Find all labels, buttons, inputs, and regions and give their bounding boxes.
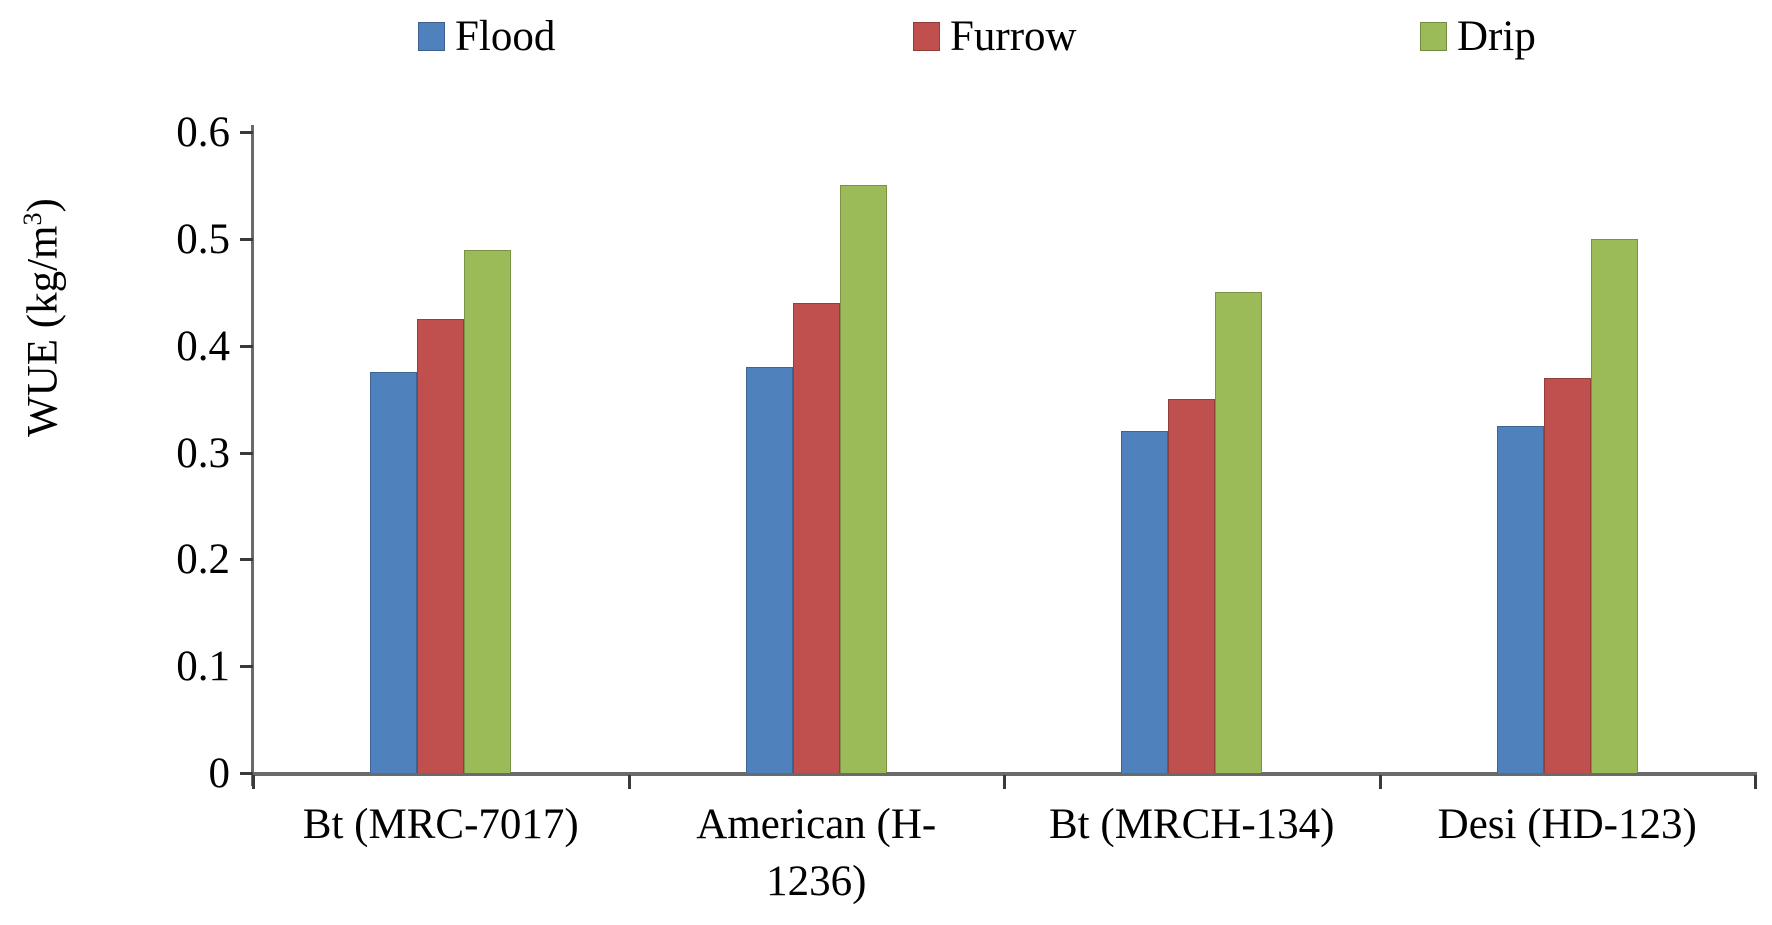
y-axis-tick-label: 0.3 xyxy=(176,429,230,477)
x-axis-tick xyxy=(252,775,255,789)
legend-swatch-icon xyxy=(418,21,445,51)
bar-furrow-2 xyxy=(792,302,840,773)
x-axis-tick xyxy=(1378,775,1382,789)
bar-flood-1 xyxy=(370,372,418,773)
category-label: Desi (HD-123) xyxy=(1437,801,1697,848)
bar-flood-2 xyxy=(745,367,793,773)
x-axis-line xyxy=(251,772,1757,776)
bar-furrow-4 xyxy=(1543,377,1591,773)
bar-drip-2 xyxy=(839,185,887,773)
bar-flood-4 xyxy=(1496,425,1544,773)
y-axis-tick xyxy=(240,237,253,241)
x-axis-tick xyxy=(627,775,631,789)
y-axis-tick xyxy=(240,772,253,775)
x-axis-tick xyxy=(1003,775,1006,789)
y-axis-line xyxy=(251,125,254,786)
y-axis-tick-label: 0.5 xyxy=(176,215,230,263)
y-axis-tick-label: 0.6 xyxy=(176,109,230,156)
y-axis-tick xyxy=(240,665,253,669)
bar-drip-4 xyxy=(1590,238,1638,773)
y-axis-title: WUE (kg/m3) xyxy=(18,198,67,437)
legend-swatch-icon xyxy=(1420,21,1447,51)
y-axis-tick-label: 0 xyxy=(208,750,231,797)
bar-drip-3 xyxy=(1215,292,1263,773)
legend-item-drip: Drip xyxy=(1420,14,1536,58)
category-label: Bt (MRCH-134) xyxy=(1049,801,1335,848)
category-label: Bt (MRC-7017) xyxy=(302,801,579,848)
legend-label: Flood xyxy=(455,12,556,60)
y-axis-tick-label: 0.1 xyxy=(176,643,230,691)
y-axis-tick xyxy=(240,558,253,562)
y-axis-tick xyxy=(240,451,253,455)
bar-furrow-1 xyxy=(417,318,465,773)
y-axis-tick xyxy=(240,344,253,348)
x-axis-tick xyxy=(1754,775,1757,789)
bar-drip-1 xyxy=(464,249,512,773)
y-axis-tick-label: 0.4 xyxy=(176,322,230,370)
legend-label: Furrow xyxy=(950,12,1077,60)
category-label: American (H-1236) xyxy=(696,801,937,905)
bar-furrow-3 xyxy=(1168,399,1216,773)
y-axis-tick-label: 0.2 xyxy=(176,536,230,584)
legend-label: Drip xyxy=(1457,12,1536,60)
legend-swatch-icon xyxy=(913,21,940,51)
legend-item-flood: Flood xyxy=(418,14,555,58)
bar-flood-3 xyxy=(1121,431,1169,773)
legend-item-furrow: Furrow xyxy=(913,14,1077,58)
y-axis-tick xyxy=(240,131,253,134)
